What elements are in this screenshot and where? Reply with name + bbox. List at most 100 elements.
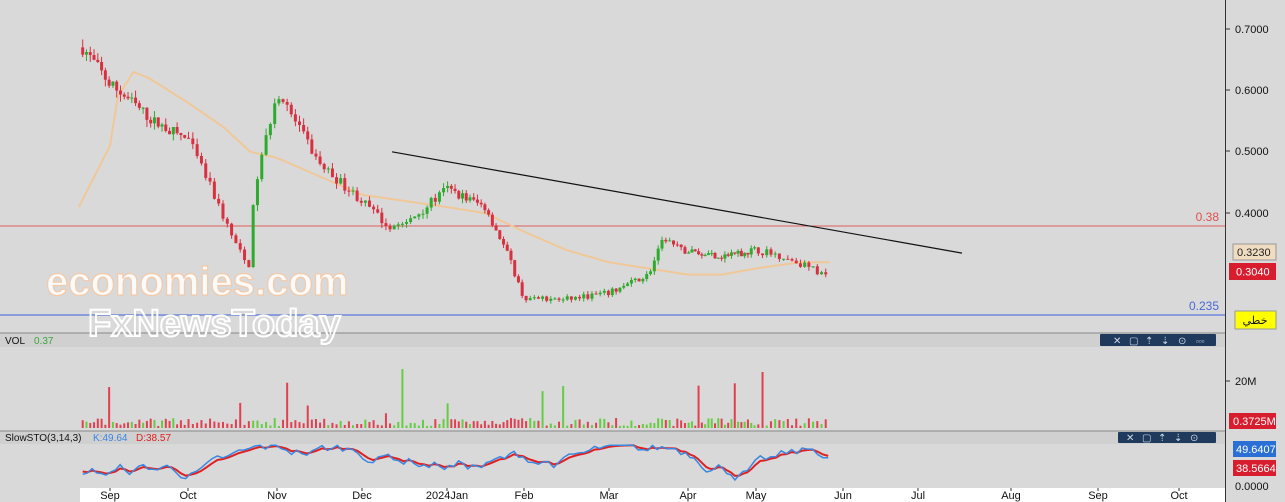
candle-body — [479, 202, 483, 205]
level-label-0235: 0.235 — [1189, 299, 1219, 313]
candle-body — [798, 263, 802, 267]
volume-bar — [100, 418, 103, 428]
volume-bar — [700, 422, 703, 428]
stoch-panel[interactable] — [0, 444, 1225, 488]
volume-bar — [401, 369, 404, 428]
volume-panel-header — [0, 333, 1225, 347]
volume-bar — [509, 418, 512, 428]
stoch-d-label: D:38.57 — [136, 433, 171, 444]
more-icon[interactable]: ▫▫▫ — [1196, 337, 1205, 346]
settings-icon[interactable]: ⊙ — [1178, 336, 1186, 347]
price-tick: 0.6000 — [1235, 85, 1269, 97]
volume-last-text: 0.3725M — [1233, 416, 1276, 428]
candle-body — [137, 103, 141, 108]
candle-body — [230, 223, 234, 236]
volume-bar — [115, 423, 118, 428]
down-icon[interactable]: ⇣ — [1174, 433, 1182, 444]
candle-body — [502, 239, 506, 245]
candle-body — [614, 288, 618, 292]
candle-body — [221, 203, 225, 219]
price-tick: 0.5000 — [1235, 146, 1269, 158]
stoch-panel-controls[interactable]: ✕ ▢ ⇡ ⇣ ⊙ — [1118, 432, 1216, 444]
candle-body — [498, 230, 502, 240]
candle-body — [285, 101, 289, 105]
candle-body — [536, 297, 540, 299]
candle-body — [761, 253, 765, 256]
draw-tool-label[interactable]: خطي — [1243, 315, 1268, 327]
volume-bar — [179, 420, 182, 428]
candle-body — [115, 81, 119, 91]
volume-bar — [335, 424, 338, 428]
volume-bar — [727, 422, 730, 428]
price-panel[interactable] — [0, 0, 1225, 333]
volume-bar — [634, 425, 637, 428]
candlesticks — [81, 39, 828, 304]
down-icon[interactable]: ⇣ — [1161, 336, 1169, 347]
candle-body — [756, 247, 760, 254]
minimize-icon[interactable]: ▢ — [1129, 336, 1138, 347]
up-icon[interactable]: ⇡ — [1145, 336, 1153, 347]
candle-body — [268, 124, 272, 136]
candle-body — [736, 250, 740, 254]
time-axis-label: Mar — [600, 490, 619, 502]
volume-bar — [570, 424, 573, 428]
volume-bar — [690, 421, 693, 428]
minimize-icon[interactable]: ▢ — [1142, 433, 1151, 444]
candle-body — [372, 206, 376, 210]
volume-bar — [566, 425, 569, 428]
time-axis-label: Jun — [834, 490, 852, 502]
candle-body — [380, 212, 384, 224]
volume-panel-controls[interactable]: ✕ ▢ ⇡ ⇣ ⊙ ▫▫▫ — [1100, 334, 1216, 347]
up-icon[interactable]: ⇡ — [1158, 433, 1166, 444]
candle-body — [773, 253, 777, 255]
volume-bar — [733, 383, 736, 428]
candle-body — [782, 258, 786, 260]
candle-body — [355, 190, 359, 201]
volume-bar — [352, 425, 355, 428]
stoch-k-text: 49.6407 — [1236, 444, 1276, 456]
candle-body — [629, 280, 633, 284]
candle-body — [649, 271, 653, 275]
volume-bar — [176, 424, 179, 428]
volume-bar — [704, 424, 707, 428]
candle-body — [314, 153, 318, 157]
volume-bar — [611, 425, 614, 428]
draw-tool-button[interactable] — [1234, 310, 1277, 330]
trendline[interactable] — [391, 151, 963, 254]
candle-body — [598, 292, 602, 295]
move-icon[interactable]: ✕ — [1126, 433, 1134, 444]
volume-bar — [743, 421, 746, 428]
price-tick: 0.7000 — [1235, 24, 1269, 36]
volume-bar — [290, 422, 293, 428]
candle-body — [610, 288, 614, 296]
stoch-axis-tick: 0.0000 — [1235, 481, 1269, 493]
candle-body — [199, 156, 203, 164]
volume-panel[interactable] — [0, 347, 1225, 431]
volume-bar — [302, 423, 305, 428]
settings-icon[interactable]: ⊙ — [1190, 433, 1198, 444]
volume-bar — [638, 425, 641, 428]
candle-body — [777, 253, 781, 259]
candle-body — [671, 240, 675, 245]
candle-body — [505, 244, 509, 251]
volume-bar — [204, 423, 207, 428]
volume-bar — [157, 425, 160, 428]
time-axis-label: 2024Jan — [426, 490, 468, 502]
candle-body — [626, 283, 630, 286]
volume-bar — [812, 421, 815, 428]
volume-bar — [145, 420, 148, 428]
volume-bar — [108, 387, 111, 428]
volume-bar — [537, 420, 540, 428]
candle-body — [88, 52, 92, 56]
volume-bar — [578, 419, 581, 428]
volume-bar — [761, 372, 764, 428]
volume-bar — [142, 422, 145, 428]
volume-bar — [506, 420, 509, 428]
candle-body — [417, 214, 421, 217]
candle-body — [149, 119, 153, 124]
candle-body — [168, 130, 172, 135]
candle-body — [126, 96, 130, 99]
candle-body — [726, 254, 730, 256]
move-icon[interactable]: ✕ — [1113, 336, 1121, 347]
